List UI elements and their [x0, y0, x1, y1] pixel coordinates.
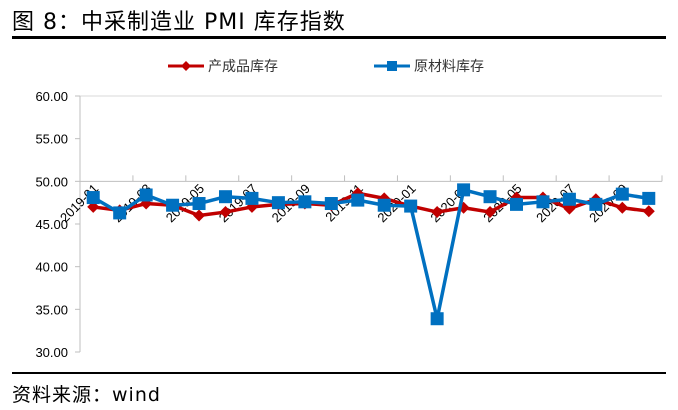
title-divider — [12, 36, 666, 39]
data-point — [642, 205, 655, 218]
data-point — [483, 190, 497, 204]
y-tick-label: 55.00 — [35, 132, 68, 147]
legend: 产成品库存 原材料库存 — [168, 59, 484, 75]
data-point — [457, 183, 471, 197]
legend-marker-finished-goods — [181, 61, 191, 71]
chart-title: 图 8：中采制造业 PMI 库存指数 — [12, 10, 346, 35]
data-point — [404, 199, 418, 213]
data-point — [351, 193, 365, 207]
data-point — [271, 196, 285, 210]
data-point — [192, 197, 206, 211]
legend-marker-raw-materials — [387, 61, 397, 71]
data-point — [113, 206, 127, 220]
data-point — [536, 195, 550, 209]
data-point — [510, 197, 523, 211]
source-note: 资料来源：wind — [12, 384, 161, 406]
data-point — [484, 206, 497, 219]
chart: 产成品库存 原材料库存 60.00 55.00 50.00 45.00 40.00 35.… — [35, 59, 663, 360]
data-point — [193, 209, 206, 222]
data-point — [642, 191, 656, 205]
series-line — [93, 191, 649, 218]
data-point — [166, 198, 180, 212]
legend-label-finished-goods: 产成品库存 — [208, 59, 278, 75]
data-point — [139, 188, 153, 202]
y-tick-label: 30.00 — [35, 345, 68, 360]
data-point — [324, 197, 338, 211]
legend-label-raw-materials: 原材料库存 — [414, 59, 484, 75]
data-point — [219, 206, 232, 219]
footer-divider — [12, 372, 666, 374]
data-point — [245, 191, 259, 205]
data-point — [86, 191, 100, 205]
data-point — [589, 197, 603, 211]
data-point — [219, 190, 232, 204]
data-point — [430, 312, 444, 326]
y-tick-label: 60.00 — [35, 89, 68, 104]
series-raw-materials — [86, 183, 656, 326]
series-line — [92, 188, 650, 321]
data-point — [298, 195, 312, 209]
data-point — [431, 206, 444, 219]
y-tick-label: 45.00 — [35, 217, 68, 232]
data-point — [562, 192, 576, 206]
y-tick-label: 35.00 — [35, 302, 68, 317]
data-point — [615, 187, 629, 201]
y-tick-label: 40.00 — [35, 260, 68, 275]
data-point — [616, 201, 629, 214]
y-tick-label: 50.00 — [35, 174, 68, 189]
data-point — [377, 198, 391, 212]
